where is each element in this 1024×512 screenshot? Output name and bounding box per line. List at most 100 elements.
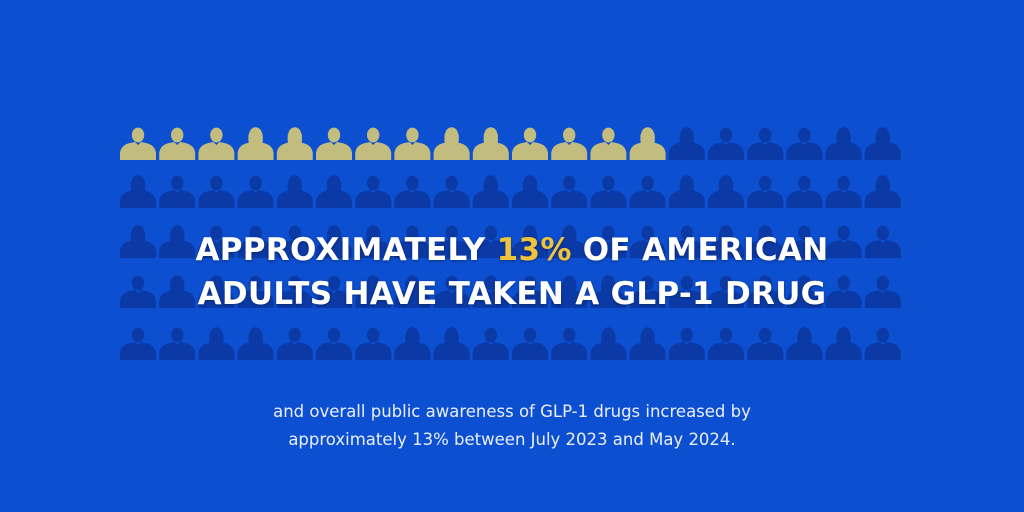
headline-highlight-percent: 13% [496,232,572,268]
person-icon [786,225,823,258]
person-icon [708,175,744,208]
person-icon [316,275,352,308]
headline: APPROXIMATELY 13% OF AMERICAN ADULTS HAV… [0,228,1024,316]
headline-text-after: OF AMERICAN [571,232,829,268]
person-icon [747,175,784,208]
person-icon [551,225,588,258]
person-icon [864,225,901,258]
person-icon [786,327,823,360]
person-icon [355,225,392,258]
person-icon [551,327,588,360]
person-icon [668,127,705,160]
person-icon-highlighted [629,127,666,160]
person-icon [159,275,196,308]
person-icon [864,327,901,360]
person-icon-highlighted [433,127,470,160]
person-icon-highlighted [590,127,627,160]
person-icon [825,327,862,360]
person-icon [433,275,470,308]
person-icon [237,327,274,360]
person-icon [551,275,588,308]
subtext-line-1: and overall public awareness of GLP-1 dr… [273,402,751,421]
person-icon [355,175,392,208]
person-icon [629,275,666,308]
person-icon [590,225,627,258]
person-icon [237,275,274,308]
person-icon [394,275,431,308]
person-icon [316,175,352,208]
person-icon [786,275,823,308]
person-icon [472,327,509,360]
person-icon [747,225,784,258]
subtext: and overall public awareness of GLP-1 dr… [0,398,1024,454]
person-icon [472,175,509,208]
person-icon [159,327,196,360]
person-icon [825,127,862,160]
person-icon [668,327,705,360]
person-icon [198,225,235,258]
people-pictogram [120,127,901,360]
person-icon [708,225,744,258]
person-icon [747,327,784,360]
person-icon [316,225,352,258]
person-icon-highlighted [551,127,588,160]
person-icon-highlighted [472,127,509,160]
person-icon [825,175,862,208]
person-icon-highlighted [159,127,196,160]
person-icon [394,225,431,258]
person-icon-highlighted [198,127,235,160]
person-icon [472,275,509,308]
person-icon [786,175,823,208]
person-icon [198,175,235,208]
person-icon-highlighted [120,127,156,160]
person-icon-highlighted [512,127,548,160]
person-icon [512,225,548,258]
person-icon [668,275,705,308]
person-icon [120,175,156,208]
person-icon [864,175,901,208]
person-icon-highlighted [394,127,431,160]
person-icon [433,327,470,360]
person-icon [864,127,901,160]
person-icon-highlighted [276,127,313,160]
person-icon [472,225,509,258]
person-icon [355,275,392,308]
person-icon [825,225,862,258]
person-icon [590,175,627,208]
person-icon [512,275,548,308]
person-icon [120,225,156,258]
person-icon [276,225,313,258]
person-icon-highlighted [316,127,352,160]
person-icon-highlighted [355,127,392,160]
person-icon-highlighted [237,127,274,160]
person-icon [316,327,352,360]
person-icon [590,327,627,360]
person-icon [198,327,235,360]
person-icon [433,175,470,208]
person-icon [355,327,392,360]
person-icon [708,127,744,160]
person-icon [159,175,196,208]
person-icon [825,275,862,308]
person-icon [747,127,784,160]
person-icon [551,175,588,208]
person-icon [159,225,196,258]
person-icon [433,225,470,258]
subtext-line-2: approximately 13% between July 2023 and … [288,430,736,449]
person-icon [276,327,313,360]
person-icon [276,175,313,208]
person-icon [629,225,666,258]
person-icon [512,327,548,360]
person-icon [708,275,744,308]
headline-text-before: APPROXIMATELY [195,232,497,268]
person-icon [120,275,156,308]
person-icon [237,225,274,258]
person-icon [276,275,313,308]
person-icon [629,175,666,208]
person-icon [512,175,548,208]
person-icon [394,327,431,360]
person-icon [786,127,823,160]
person-icon [747,275,784,308]
person-icon [120,327,156,360]
